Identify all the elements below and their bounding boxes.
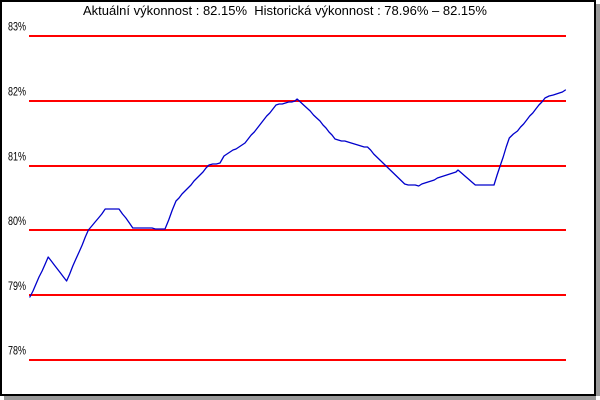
svg-text:78%: 78% bbox=[8, 346, 26, 358]
svg-text:79%: 79% bbox=[8, 281, 26, 293]
svg-text:82%: 82% bbox=[8, 87, 26, 99]
svg-text:81%: 81% bbox=[8, 151, 26, 163]
svg-text:80%: 80% bbox=[8, 216, 26, 228]
svg-text:83%: 83% bbox=[8, 22, 26, 34]
